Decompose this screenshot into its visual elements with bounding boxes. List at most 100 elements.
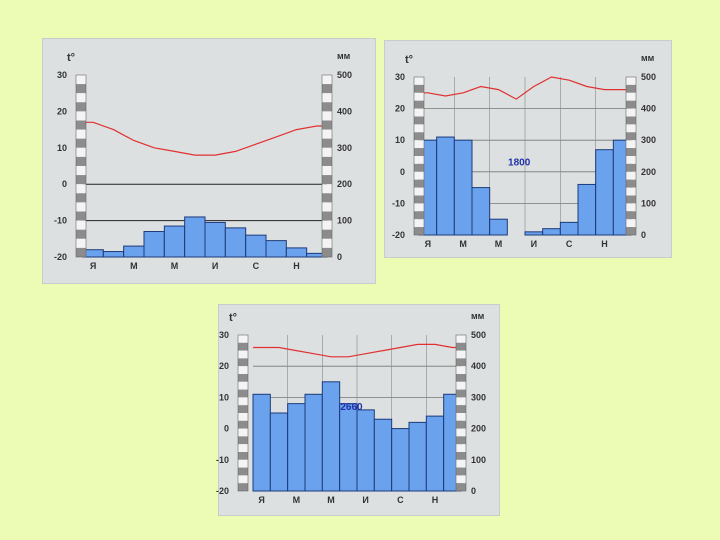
climatogram-1: 30 20 10 0 -10 -20 500 400 300 200 100 0 t° мм Я М М И С Н (42, 38, 376, 284)
chart2-precip-tick-label: 400 (641, 104, 656, 114)
chart3-left-scale-segment (238, 436, 248, 445)
chart1-temp-tick-label: 10 (57, 143, 67, 153)
chart2-right-scale-segment (626, 140, 636, 149)
chart3-left-scale-segment (238, 428, 248, 437)
chart2-precip-bar (559, 221, 579, 236)
chart1-right-scale-segment (322, 93, 332, 103)
chart1-month-label: М (130, 261, 138, 271)
chart2-left-scale-segment (414, 195, 424, 204)
chart1-right-scale-segment (322, 156, 332, 166)
chart2-left-scale-segment (414, 211, 424, 220)
chart3-precip-bar (391, 428, 410, 492)
chart2-right-scale-segment (626, 132, 636, 141)
chart1-temp-tick-label: 20 (57, 106, 67, 116)
chart1-precip-tick-label: 400 (337, 106, 352, 116)
chart2-precip-tick-label: 200 (641, 167, 656, 177)
chart3-left-scale-segment (238, 459, 248, 468)
chart1-precip-axis-label: мм (337, 51, 351, 61)
chart3-left-scale-segment (238, 467, 248, 476)
chart2-temp-tick-label: -10 (392, 198, 405, 208)
chart2-precip-tick-label: 500 (641, 72, 656, 82)
chart3-left-scale-segment (238, 358, 248, 367)
chart1-precip-bar (184, 216, 206, 258)
chart2-precip-bar (453, 139, 473, 236)
chart2-right-scale-segment (626, 84, 636, 93)
chart1-right-scale-segment (322, 193, 332, 203)
chart3-month-label: Н (432, 495, 439, 505)
chart1-right-scale-segment (322, 75, 332, 85)
chart1-right-scale-segment (322, 220, 332, 230)
chart3-right-scale-segment (456, 428, 466, 437)
chart3-temp-tick-label: 20 (219, 361, 229, 371)
chart1-right-scale-segment (322, 84, 332, 94)
chart3-left-scale-frame (237, 334, 249, 492)
chart1-precip-tick-label: 0 (337, 252, 342, 262)
chart1-right-scale-segment (322, 202, 332, 212)
chart1-left-scale-segment (76, 184, 86, 194)
chart2-month-label: М (459, 239, 467, 249)
chart2-right-scale-segment (626, 171, 636, 180)
chart1-left-scale-frame (75, 74, 87, 258)
chart3-right-scale-segment (456, 405, 466, 413)
chart2-left-scale-segment (414, 148, 424, 156)
chart2-precip-bar (489, 218, 508, 236)
chart3-precip-bar (373, 418, 393, 492)
chart3-precip-axis-label: мм (471, 311, 485, 321)
chart3-precip-tick-label: 100 (471, 455, 486, 465)
chart2-precip-bar (471, 187, 491, 236)
chart3-right-scale-segment (456, 335, 466, 343)
chart3-temp-tick-label: -10 (216, 455, 229, 465)
chart3-precip-tick-label: 300 (471, 392, 486, 402)
chart3-temp-tick-label: 10 (219, 392, 229, 402)
chart2-precip-tick-label: 300 (641, 135, 656, 145)
chart1-temp-tick-label: 0 (62, 179, 67, 189)
chart3-left-scale-segment (238, 350, 248, 359)
chart1-precip-bar (123, 245, 145, 258)
chart1-precip-bar (285, 247, 308, 258)
chart2-right-scale-frame (625, 76, 637, 236)
climatogram-2: 30 20 10 0 -10 -20 500 400 300 200 100 0 t° мм Я М М И С Н 1… (384, 40, 672, 258)
chart3-right-scale-segment (456, 374, 466, 382)
chart2-left-scale-segment (414, 132, 424, 141)
chart2-temp-tick-label: 10 (395, 135, 405, 145)
chart1-month-label: М (171, 261, 179, 271)
chart3-precip-bar (356, 409, 375, 492)
chart1-right-scale-segment (322, 102, 332, 112)
chart3-left-scale-segment (238, 342, 248, 351)
chart2-right-scale-segment (626, 163, 636, 172)
chart2-left-scale-segment (414, 116, 424, 125)
chart3-left-scale-segment (238, 444, 248, 452)
chart2-precip-bar (524, 231, 544, 236)
chart3-precip-tick-label: 200 (471, 424, 486, 434)
chart3-temp-tick-label: 0 (224, 424, 229, 434)
chart1-temp-tick-label: -10 (54, 216, 67, 226)
chart1-left-scale-segment (76, 193, 86, 203)
chart1-right-scale-segment (322, 120, 332, 130)
chart1-precip-bar (224, 227, 247, 258)
chart1-left-scale-segment (76, 238, 86, 248)
chart2-temp-tick-label: -20 (392, 230, 405, 240)
chart3-left-scale-segment (238, 366, 248, 374)
chart1-precip-bar (245, 234, 267, 258)
chart3-right-scale-segment (456, 350, 466, 359)
chart2-month-label: И (531, 239, 537, 249)
chart3-right-scale-segment (456, 420, 466, 429)
chart3-right-scale-segment (456, 366, 466, 374)
chart3-precip-bar (287, 403, 306, 492)
chart1-precip-bar (102, 251, 125, 258)
chart2-precip-bar (542, 228, 561, 236)
chart2-left-scale-segment (414, 77, 424, 85)
chart3-precip-bar (321, 381, 341, 492)
chart3-right-scale-segment (456, 342, 466, 351)
chart3-month-label: С (397, 495, 404, 505)
chart1-left-scale-segment (76, 202, 86, 212)
chart1-right-scale-segment (322, 184, 332, 194)
chart3-right-scale-segment (456, 381, 466, 390)
chart2-month-label: Н (601, 239, 608, 249)
chart2-right-scale-segment (626, 108, 636, 117)
chart1-left-scale-segment (76, 156, 86, 166)
chart2-right-scale-segment (626, 211, 636, 220)
